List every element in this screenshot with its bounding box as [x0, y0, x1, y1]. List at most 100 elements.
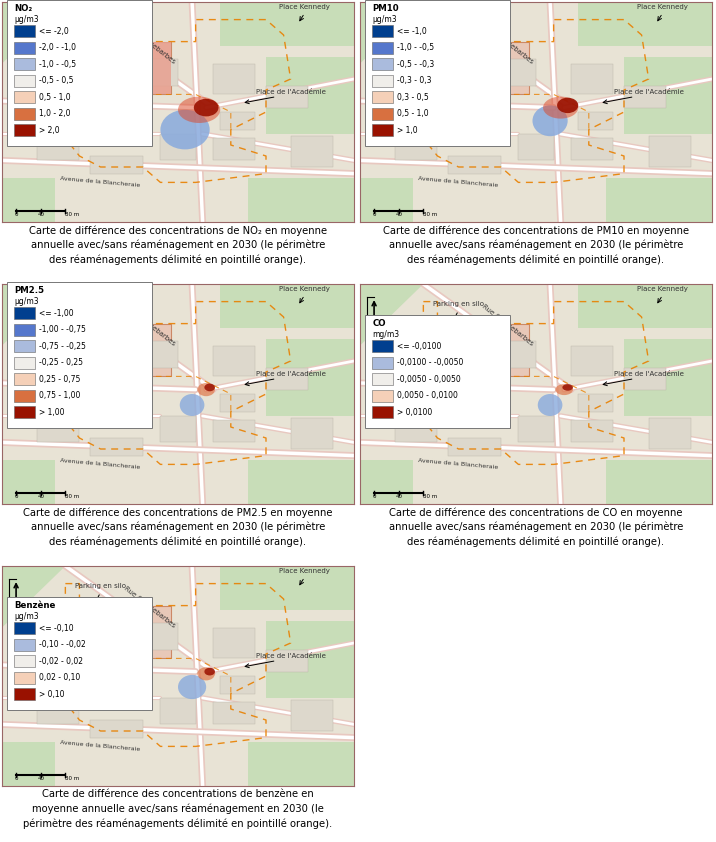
Bar	[72, 41, 171, 94]
Bar	[372, 75, 393, 87]
Text: -0,25 - 0,25: -0,25 - 0,25	[39, 358, 83, 367]
Text: -0,75 - -0,25: -0,75 - -0,25	[39, 342, 86, 350]
Text: <= -0,10: <= -0,10	[39, 624, 74, 632]
Bar	[372, 390, 393, 402]
Bar	[579, 112, 614, 130]
Bar	[360, 178, 413, 222]
Text: 0,3 - 0,5: 0,3 - 0,5	[397, 93, 429, 102]
Text: Parking en silo: Parking en silo	[433, 19, 484, 25]
Bar	[649, 136, 691, 167]
Bar	[160, 416, 195, 442]
Text: Rue Kellermann: Rue Kellermann	[147, 352, 153, 402]
Bar	[14, 91, 35, 104]
Text: 0,5 - 1,0: 0,5 - 1,0	[397, 109, 429, 118]
Text: Parking en silo: Parking en silo	[433, 301, 484, 307]
Text: Rue Quatrebarbes: Rue Quatrebarbes	[123, 21, 177, 65]
Polygon shape	[2, 566, 65, 627]
Bar	[624, 57, 712, 134]
Text: Avenue de la Blancheraie: Avenue de la Blancheraie	[60, 740, 141, 752]
Bar	[125, 59, 178, 86]
Bar	[14, 323, 35, 336]
Text: 40: 40	[395, 212, 402, 217]
Text: -1,00 - -0,75: -1,00 - -0,75	[39, 325, 86, 334]
Text: Carte de différence des concentrations de PM2.5 en moyenne
annuelle avec/sans ré: Carte de différence des concentrations d…	[23, 507, 333, 547]
Bar	[90, 104, 111, 115]
Bar	[624, 339, 712, 416]
Text: PM10: PM10	[372, 4, 399, 13]
Bar	[14, 58, 35, 70]
Bar	[291, 136, 333, 167]
Text: -0,3 - 0,3: -0,3 - 0,3	[397, 76, 432, 85]
Text: Place de l'Académie: Place de l'Académie	[256, 653, 326, 659]
Bar	[14, 41, 35, 54]
Bar	[90, 438, 142, 456]
Text: Rue Kellermann: Rue Kellermann	[147, 70, 153, 120]
Ellipse shape	[160, 109, 210, 149]
Bar	[2, 742, 55, 786]
Bar	[372, 41, 393, 54]
Text: Place Kennedy: Place Kennedy	[279, 285, 330, 291]
Text: Ecole de la
Blancheraie: Ecole de la Blancheraie	[95, 395, 135, 408]
Bar	[649, 418, 691, 449]
Bar	[221, 284, 354, 328]
Bar	[291, 418, 333, 449]
Text: Place Kennedy: Place Kennedy	[279, 3, 330, 9]
Bar	[448, 385, 469, 397]
Text: Ecole de la
Blancheraie: Ecole de la Blancheraie	[453, 113, 493, 126]
Bar	[72, 323, 171, 376]
Text: 0: 0	[372, 212, 376, 217]
Bar	[430, 323, 529, 376]
Text: Place de l'Académie: Place de l'Académie	[256, 371, 326, 377]
Text: 80 m: 80 m	[65, 494, 79, 499]
Bar	[160, 698, 195, 724]
Text: µg/m3: µg/m3	[14, 15, 39, 24]
Bar	[37, 663, 107, 694]
Bar	[571, 64, 614, 94]
Text: Place Kennedy: Place Kennedy	[637, 285, 688, 291]
Bar	[221, 2, 354, 46]
Text: Rue Kellermann: Rue Kellermann	[505, 352, 511, 402]
Text: Carte de différence des concentrations de PM10 en moyenne
annuelle avec/sans réa: Carte de différence des concentrations d…	[383, 225, 689, 265]
Bar	[448, 438, 500, 456]
Text: > 1,0: > 1,0	[397, 125, 417, 135]
Text: Parking en silo: Parking en silo	[75, 19, 126, 25]
Text: Ecole de la
Blancheraie: Ecole de la Blancheraie	[453, 395, 493, 408]
Ellipse shape	[557, 98, 579, 113]
Bar	[518, 134, 553, 160]
Bar	[448, 156, 500, 173]
FancyBboxPatch shape	[365, 315, 510, 428]
Bar	[395, 416, 437, 442]
Bar	[571, 345, 614, 376]
Text: µg/m3: µg/m3	[14, 612, 39, 621]
Bar	[213, 138, 256, 160]
Bar	[221, 676, 256, 694]
Text: 40: 40	[37, 212, 44, 217]
Text: Parking en silo: Parking en silo	[75, 583, 126, 589]
Bar	[37, 99, 107, 130]
Ellipse shape	[204, 668, 215, 675]
Bar	[266, 621, 354, 698]
Bar	[14, 655, 35, 667]
Bar	[579, 2, 712, 46]
Text: 40: 40	[395, 494, 402, 499]
Text: 80 m: 80 m	[423, 494, 437, 499]
Bar	[248, 460, 354, 504]
Bar	[248, 178, 354, 222]
Text: 0: 0	[14, 494, 18, 499]
Bar	[266, 57, 354, 134]
Text: -0,5 - 0,5: -0,5 - 0,5	[39, 76, 74, 85]
Text: > 2,0: > 2,0	[39, 125, 59, 135]
Bar	[395, 99, 465, 130]
Bar	[125, 341, 178, 368]
Bar	[14, 124, 35, 136]
Text: 1,0 - 2,0: 1,0 - 2,0	[39, 109, 70, 118]
Bar	[372, 406, 393, 418]
Bar	[372, 373, 393, 385]
Text: Rue Quatrebarbes: Rue Quatrebarbes	[123, 585, 177, 629]
Bar	[518, 416, 553, 442]
Text: Place de l'Académie: Place de l'Académie	[614, 89, 684, 95]
Bar	[221, 112, 256, 130]
Text: Avenue de la Blancheraie: Avenue de la Blancheraie	[418, 176, 499, 188]
Bar	[221, 394, 256, 412]
Text: PM2.5: PM2.5	[14, 286, 44, 296]
